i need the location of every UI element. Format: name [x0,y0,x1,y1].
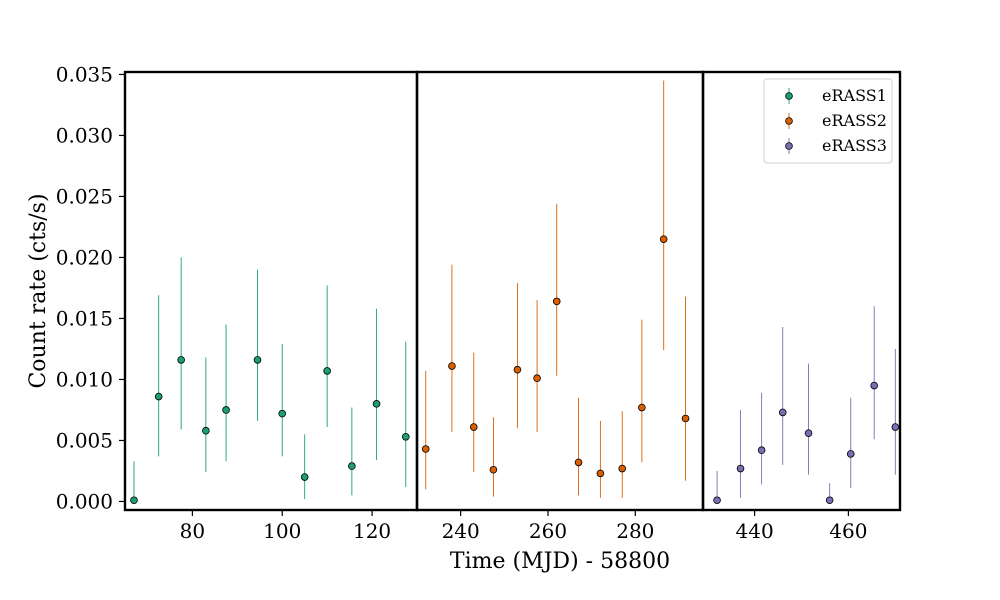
data-point [552,297,561,306]
data-point [448,362,456,370]
data-point [846,450,855,458]
y-axis-label: Count rate (cts/s) [26,193,51,388]
legend-label: eRASS3 [822,136,887,155]
x-axis-label: Time (MJD) - 58800 [450,549,670,574]
data-point [202,426,210,435]
y-tick-label: 0.025 [56,184,113,208]
y-tick-label: 0.010 [56,367,113,391]
legend-marker [785,92,793,100]
series-eRASS3 [713,306,900,505]
panel-frame [123,70,419,512]
data-point [323,367,331,375]
data-point [533,374,541,383]
data-point [891,423,900,431]
legend-box [763,78,893,164]
data-point [253,356,262,364]
data-point [222,406,230,414]
panel-2: 240 260 280 [415,70,705,543]
panel-3: 440 460 [701,70,902,543]
x-tick-label: 240 [442,519,480,543]
data-point [489,465,498,474]
data-point [513,365,522,374]
y-axis: 0.000 0.005 0.010 0.015 0.020 0.025 0.030 0.035 [56,62,125,513]
data-point [638,403,646,412]
x-tick-label: 460 [829,519,867,543]
data-point [469,423,478,431]
x-tick-label: 280 [616,519,654,543]
y-tick-label: 0.000 [56,489,113,513]
data-point [574,458,583,467]
legend: eRASS1 eRASS2 eRASS3 [763,78,893,164]
x-tick-label: 80 [180,519,205,543]
data-point [348,462,356,470]
data-point [870,381,879,390]
legend-item-eRASS2: eRASS2 [785,111,887,130]
panel-1: 80 100 120 [123,70,419,543]
panel-frame [701,70,902,512]
legend-marker [785,142,793,150]
data-point [804,429,813,437]
y-tick-label: 0.035 [56,62,113,86]
legend-item-eRASS1: eRASS1 [785,86,887,105]
data-point [736,464,745,473]
legend-label: eRASS1 [822,86,887,105]
data-point [278,409,287,418]
data-point [372,400,381,408]
data-point [713,496,721,505]
data-point [757,446,766,455]
y-tick-label: 0.020 [56,245,113,269]
data-point [681,414,690,423]
y-tick-label: 0.005 [56,428,113,452]
legend-marker [785,117,793,125]
x-tick-label: 100 [263,519,301,543]
data-point [825,496,834,505]
panel-frame [415,70,705,512]
data-point [154,392,163,401]
legend-item-eRASS3: eRASS3 [785,136,887,155]
legend-label: eRASS2 [822,111,887,130]
data-point [177,356,185,364]
data-point [778,408,787,417]
data-point [618,464,627,473]
data-point [401,432,410,441]
x-tick-label: 440 [736,519,774,543]
series-eRASS2 [421,80,690,498]
x-tick-label: 260 [529,519,567,543]
data-point [130,496,138,505]
data-point [421,445,430,453]
data-point [300,473,309,481]
y-tick-label: 0.030 [56,123,113,147]
x-tick-label: 120 [353,519,391,543]
series-eRASS1 [130,257,410,505]
y-tick-label: 0.015 [56,306,113,330]
panels-layer: 80 100 120 240 260 280 440 460 [123,70,902,543]
data-point [659,235,668,243]
data-point [596,469,605,478]
